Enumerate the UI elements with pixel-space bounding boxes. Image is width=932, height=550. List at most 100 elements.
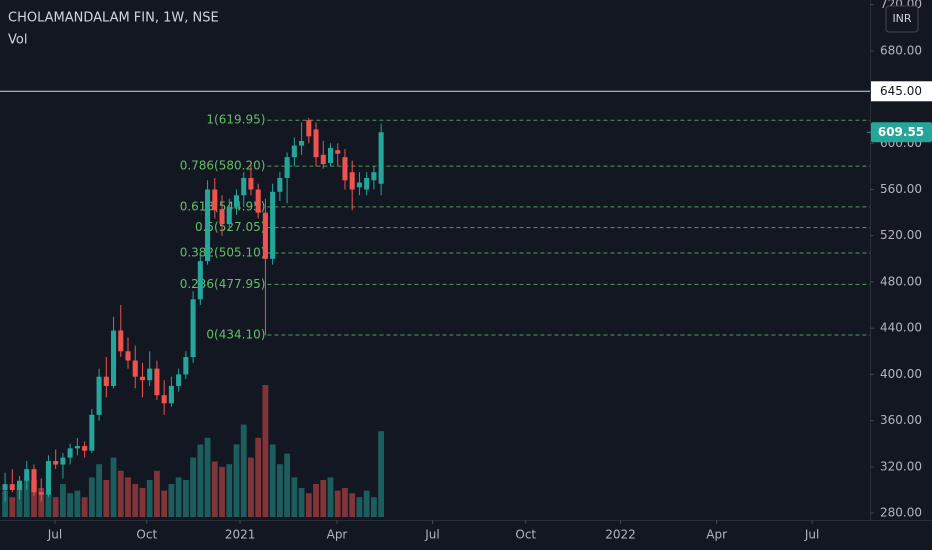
currency-button[interactable] (885, 5, 919, 33)
candle-body (111, 330, 117, 386)
candle-body (24, 469, 30, 481)
candle-body (147, 368, 153, 381)
candle-body (378, 132, 384, 184)
candle-body (118, 330, 124, 352)
candle-body (53, 461, 59, 465)
volume-bar (356, 497, 363, 517)
volume-bar (96, 464, 102, 517)
volume-bar (139, 487, 146, 517)
candle-body (371, 172, 377, 181)
x-tick-label: Jul (424, 528, 439, 542)
volume-bar (154, 470, 160, 517)
volume-bar (255, 437, 262, 517)
candle-body (74, 446, 80, 449)
volume-bar (132, 484, 139, 517)
volume-bar (334, 490, 341, 517)
candle-body (132, 360, 138, 377)
y-tick-label: 280.00 (880, 506, 922, 520)
volume-bar (211, 461, 218, 517)
x-tick-label: 2021 (225, 528, 256, 542)
candle-body (16, 480, 23, 490)
volume-bar (226, 464, 233, 517)
volume-bar (327, 477, 334, 517)
volume-bar (276, 464, 283, 517)
candle-body (212, 189, 218, 211)
candle-body (45, 461, 51, 495)
y-tick-label: 520.00 (880, 228, 922, 242)
volume-bar (248, 457, 254, 517)
volume-bar (349, 493, 356, 517)
volume-bar (52, 497, 59, 517)
volume-bar (103, 480, 110, 517)
volume-bar (74, 490, 81, 517)
currency-label[interactable]: INR (892, 12, 911, 25)
candle-body (291, 145, 297, 158)
fib-label: 0.236(477.95) (180, 277, 266, 291)
candle-body (349, 172, 355, 190)
candle-body (364, 177, 370, 190)
volume-bar (16, 484, 23, 517)
volume-bar (182, 480, 189, 517)
volume-bar (378, 431, 385, 517)
chart-title: CHOLAMANDALAM FIN, 1W, NSE (8, 11, 219, 26)
y-tick-label: 680.00 (880, 43, 922, 57)
volume-bar (45, 493, 52, 517)
volume-bar (31, 480, 37, 517)
candle-body (89, 414, 95, 451)
volume-bar (190, 457, 196, 517)
candle-body (219, 210, 225, 225)
crosshair-label-box (871, 81, 932, 102)
candle-body (9, 484, 15, 490)
x-tick-label: Apr (327, 528, 348, 542)
candle-body (67, 448, 73, 458)
volume-bar (204, 437, 211, 517)
y-tick-label: 480.00 (880, 274, 922, 288)
volume-bar (313, 484, 319, 517)
candle-body (82, 446, 88, 451)
candle-body (342, 157, 348, 181)
volume-bar (240, 424, 247, 517)
volume-bar (23, 477, 30, 517)
candle-body (103, 376, 109, 386)
volume-bar (197, 444, 204, 517)
volume-bar (298, 487, 305, 517)
volume-bar (146, 480, 153, 517)
candle-body (161, 395, 167, 404)
volume-bar (262, 385, 269, 517)
x-tick-label: Oct (136, 528, 157, 542)
candle-body (183, 357, 189, 375)
x-tick-label: Oct (515, 528, 536, 542)
candle-body (205, 189, 211, 262)
volume-bar (60, 484, 66, 517)
x-tick-label: 2022 (605, 528, 636, 542)
candle-body (299, 140, 305, 146)
volume-bar (269, 444, 276, 517)
volume-bar (110, 457, 117, 517)
volume-bar (363, 490, 370, 517)
candle-body (154, 368, 160, 396)
volume-bar (9, 497, 16, 517)
candle-body (335, 150, 341, 154)
candle-body (139, 376, 145, 381)
candle-body (327, 147, 334, 163)
candle-body (96, 376, 102, 415)
candle-body (197, 261, 203, 300)
volume-bar (291, 477, 298, 517)
x-tick-label: Jul (804, 528, 819, 542)
fib-label: 0.382(505.10) (180, 245, 266, 259)
volume-bar (233, 444, 240, 517)
fib-label: 0(434.10) (206, 327, 265, 341)
y-tick-label: 400.00 (880, 367, 922, 381)
volume-bar (342, 487, 348, 517)
volume-bar (125, 477, 131, 517)
candle-body (320, 154, 326, 165)
candle-body (277, 177, 283, 192)
candle-body (60, 457, 66, 465)
candle-body (255, 189, 261, 213)
candle-body (176, 374, 182, 386)
volume-bar (67, 493, 74, 517)
fib-label: 0.786(580.20) (180, 159, 266, 173)
volume-bar (117, 470, 124, 517)
